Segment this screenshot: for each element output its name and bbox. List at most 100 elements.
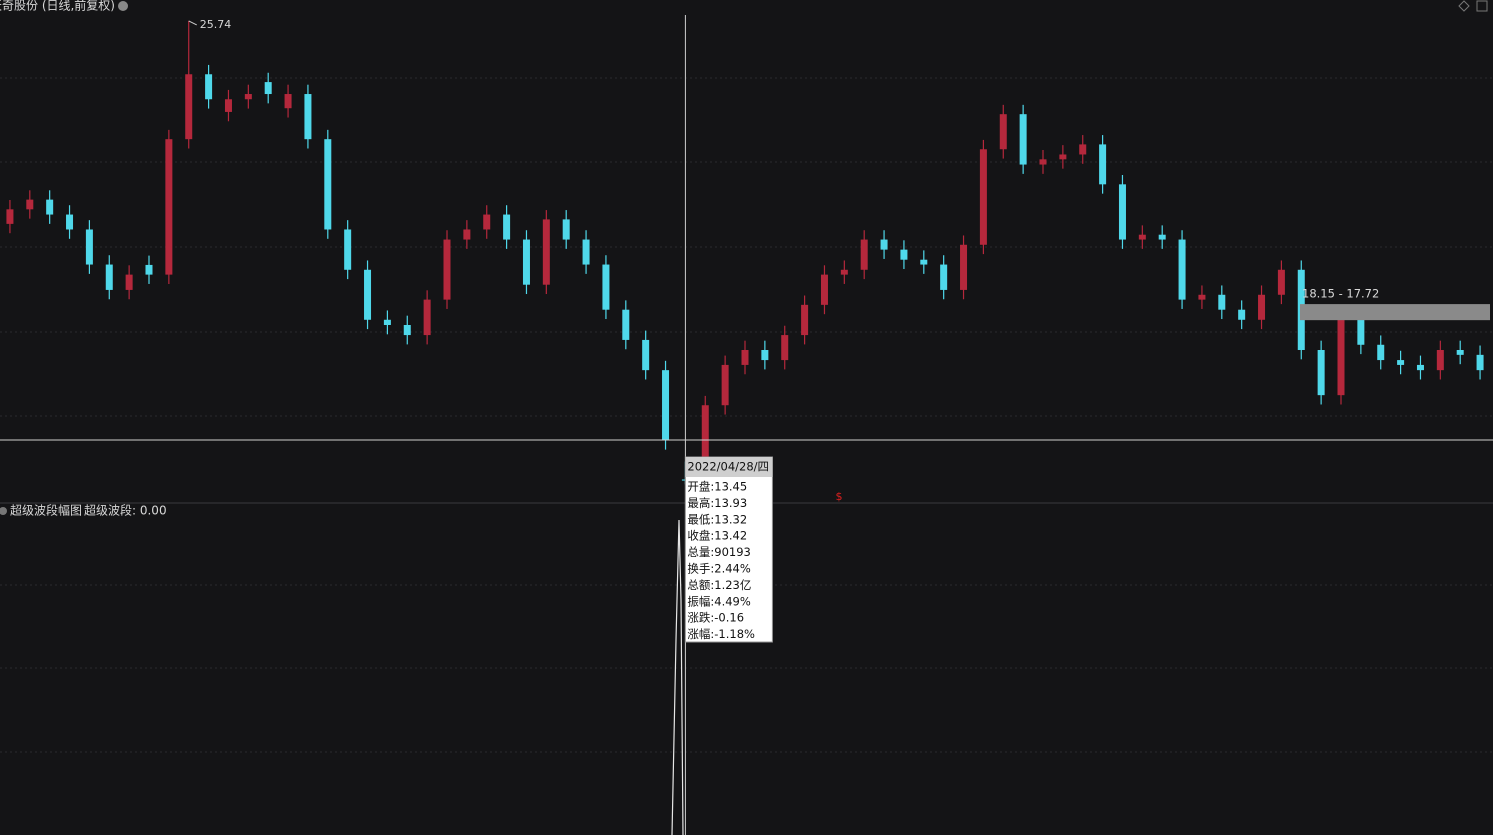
candle-body <box>1277 269 1285 295</box>
range-band <box>1300 304 1490 321</box>
candle-body <box>1198 294 1206 300</box>
candle-body <box>1317 350 1325 396</box>
tooltip-row: 涨跌:-0.16 <box>687 611 744 625</box>
candle-body <box>264 82 272 95</box>
tooltip-row: 开盘:13.45 <box>687 480 747 494</box>
candle-body <box>463 229 471 240</box>
panel-icon[interactable] <box>1476 0 1488 12</box>
candle-body <box>383 319 391 325</box>
candle-body <box>503 214 511 240</box>
candle-body <box>1258 294 1266 320</box>
candle-body <box>66 214 74 230</box>
chart-header: 天奇股份 (日线,前复权) <box>0 0 115 13</box>
candle-body <box>1019 114 1027 165</box>
candle-body <box>1377 344 1385 361</box>
candle-body <box>443 239 451 300</box>
candle-body <box>1416 364 1424 371</box>
tooltip-box <box>684 456 773 643</box>
candle-body <box>1337 319 1345 396</box>
candle-body <box>284 94 292 109</box>
tooltip-row: 换手:2.44% <box>687 562 750 576</box>
candle-body <box>403 325 411 336</box>
candle-body <box>1039 159 1047 165</box>
candle-body <box>999 114 1007 150</box>
tooltip-row: 总量:90193 <box>687 545 750 559</box>
tooltip-row: 收盘:13.42 <box>687 529 747 543</box>
candle-body <box>324 139 332 230</box>
candle-body <box>741 350 749 365</box>
candle-body <box>1079 144 1087 155</box>
candle-body <box>900 249 908 260</box>
candle-body <box>1118 184 1126 240</box>
max-label: 25.74 <box>200 18 232 31</box>
indicator-line <box>671 519 684 835</box>
candle-body <box>602 264 610 310</box>
candle-body <box>165 139 173 275</box>
candle-body <box>185 74 193 140</box>
indicator-value: 超级波段: 0.00 <box>84 503 167 518</box>
candle-body <box>1099 144 1107 185</box>
candle-body <box>1178 239 1186 300</box>
tooltip-date: 2022/04/28/四 <box>687 460 769 474</box>
candle-body <box>860 239 868 270</box>
candle-body <box>26 199 34 210</box>
candle-body <box>1158 234 1166 240</box>
candle-body <box>125 274 133 290</box>
candle-body <box>781 335 789 361</box>
tooltip-row: 涨幅:-1.18% <box>687 627 755 641</box>
candle-body <box>6 209 14 224</box>
candle-body <box>662 370 670 441</box>
candle-body <box>960 244 968 290</box>
candle-body <box>522 239 530 285</box>
candle-body <box>1059 154 1067 160</box>
candle-body <box>721 364 729 406</box>
signal-marker: $ <box>836 490 843 503</box>
candle-body <box>1397 360 1405 365</box>
range-label: 18.15 - 17.72 <box>1302 287 1379 301</box>
candle-body <box>105 264 113 290</box>
tool-icon[interactable] <box>1458 0 1470 12</box>
candles <box>6 20 1484 485</box>
candle-body <box>205 74 213 100</box>
candle-body <box>46 199 54 215</box>
candle-body <box>940 264 948 290</box>
candle-body <box>1138 234 1146 240</box>
candle-body <box>801 304 809 336</box>
tooltip-row: 最低:13.32 <box>687 512 747 526</box>
candle-body <box>483 214 491 230</box>
candle-body <box>761 350 769 361</box>
candle-body <box>1456 350 1464 355</box>
candle-body <box>1218 294 1226 310</box>
tooltip-row: 振幅:4.49% <box>687 594 750 608</box>
candle-body <box>224 99 232 112</box>
candle-body <box>244 94 252 100</box>
settings-icon[interactable] <box>118 1 128 11</box>
indicator-icon[interactable] <box>0 507 7 515</box>
candle-body <box>920 259 928 265</box>
candle-body <box>622 309 630 340</box>
candle-body <box>542 219 550 285</box>
tooltip-row: 最高:13.93 <box>687 496 747 510</box>
candle-body <box>1357 319 1365 345</box>
candle-body <box>701 405 709 481</box>
candle-body <box>562 219 570 240</box>
candle-body <box>1476 354 1484 371</box>
candle-body <box>1238 309 1246 320</box>
indicator-name: 超级波段幅图 <box>10 503 82 518</box>
candle-body <box>85 229 93 265</box>
candle-body <box>145 264 153 275</box>
candle-body <box>582 239 590 265</box>
tooltip-row: 总额:1.23亿 <box>687 578 751 592</box>
max-pointer <box>188 20 197 26</box>
candle-body <box>642 339 650 371</box>
candle-body <box>423 299 431 336</box>
candle-body <box>1436 350 1444 371</box>
candle-body <box>880 239 888 250</box>
candle-body <box>304 94 312 140</box>
tooltip-header <box>685 457 773 477</box>
candle-body <box>820 274 828 305</box>
candle-body <box>979 149 987 245</box>
candle-body <box>364 269 372 320</box>
